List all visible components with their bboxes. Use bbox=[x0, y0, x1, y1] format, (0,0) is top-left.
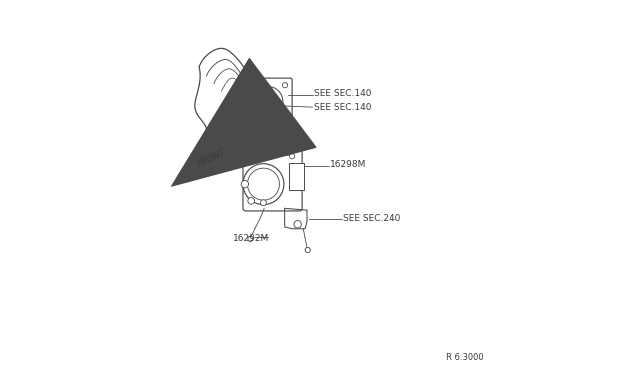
Circle shape bbox=[248, 198, 255, 204]
FancyBboxPatch shape bbox=[264, 132, 292, 155]
Text: SEE SEC.240: SEE SEC.240 bbox=[343, 214, 401, 223]
Circle shape bbox=[260, 200, 266, 206]
Circle shape bbox=[250, 117, 255, 122]
Circle shape bbox=[289, 154, 294, 159]
Circle shape bbox=[243, 164, 284, 205]
Circle shape bbox=[243, 100, 246, 105]
FancyBboxPatch shape bbox=[243, 148, 302, 211]
Circle shape bbox=[250, 83, 255, 88]
Circle shape bbox=[282, 117, 287, 122]
Text: 16298M: 16298M bbox=[330, 160, 367, 169]
Circle shape bbox=[294, 221, 301, 228]
Text: 16292M: 16292M bbox=[232, 234, 269, 243]
Text: FRONT: FRONT bbox=[195, 148, 227, 169]
Circle shape bbox=[248, 236, 253, 241]
Circle shape bbox=[305, 247, 310, 253]
Circle shape bbox=[282, 83, 287, 88]
FancyBboxPatch shape bbox=[246, 78, 292, 126]
Text: SEE SEC.140: SEE SEC.140 bbox=[314, 103, 371, 112]
Text: SEE SEC.140: SEE SEC.140 bbox=[314, 89, 371, 98]
Circle shape bbox=[241, 180, 248, 188]
Bar bbox=[289, 163, 303, 190]
Text: R 6.3000: R 6.3000 bbox=[447, 353, 484, 362]
Circle shape bbox=[250, 154, 255, 159]
